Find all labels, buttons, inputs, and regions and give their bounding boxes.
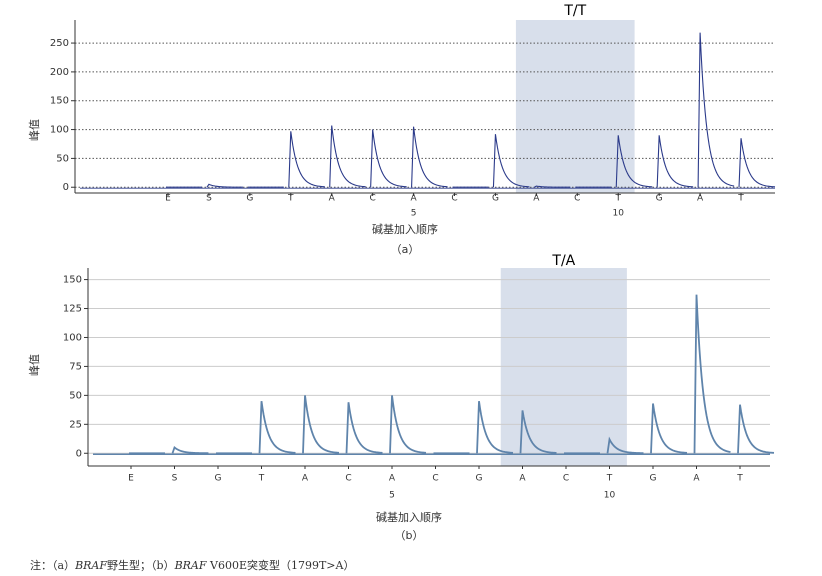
x-tick-label: T xyxy=(737,194,744,204)
x-tick-label: A xyxy=(410,194,417,204)
note-text: 野生型；（b） xyxy=(107,558,175,572)
x-tick-label: C xyxy=(432,474,438,484)
y-tick-label: 75 xyxy=(69,361,82,372)
x-tick-label: A xyxy=(697,194,704,204)
y-tick-label: 25 xyxy=(69,419,82,430)
x-tick-label: S xyxy=(172,474,178,484)
x-tick-label: G xyxy=(656,194,663,204)
peak xyxy=(370,129,407,188)
y-tick-label: 0 xyxy=(63,182,69,193)
peak xyxy=(345,402,383,454)
peak xyxy=(302,395,340,454)
x-tick-label: A xyxy=(302,474,309,484)
peak xyxy=(411,126,448,188)
y-tick-label: 200 xyxy=(50,67,69,78)
x-tick-label: C xyxy=(563,474,569,484)
note-text: BRAF xyxy=(174,559,207,572)
x-tick-label: A xyxy=(519,474,526,484)
peak xyxy=(738,138,776,188)
peak xyxy=(656,135,694,188)
x-tick-label: T xyxy=(736,474,743,484)
x-tick-label: E xyxy=(165,194,171,204)
y-axis-title: 峰值 xyxy=(28,354,41,376)
x-tick-label: A xyxy=(693,474,700,484)
x-tick-label: A xyxy=(329,194,336,204)
x-tick-label: G xyxy=(650,474,657,484)
highlight-label: T/T xyxy=(563,3,586,19)
x-axis-title: 碱基加入顺序 xyxy=(372,222,438,236)
peak xyxy=(258,401,296,454)
note: 注：（a）BRAF野生型；（b）BRAF V600E突变型（1799T>A） xyxy=(30,558,354,572)
x-tick-label: G xyxy=(215,474,222,484)
x-tick-label: G xyxy=(476,474,483,484)
note-text: V600E突变型（1799T>A） xyxy=(207,558,355,572)
x-axis-title: 碱基加入顺序 xyxy=(376,510,442,524)
peak xyxy=(171,445,209,455)
x-tick-label: T xyxy=(287,194,294,204)
x-tick-label: T xyxy=(614,194,621,204)
x-tick-label: T xyxy=(258,474,265,484)
position-label: 10 xyxy=(613,209,625,219)
y-tick-label: 100 xyxy=(50,125,69,136)
position-label: 10 xyxy=(604,491,616,501)
peak xyxy=(519,410,557,454)
y-axis-title: 峰值 xyxy=(28,119,41,141)
x-tick-label: A xyxy=(389,474,396,484)
peak xyxy=(697,32,735,188)
x-tick-label: E xyxy=(128,474,134,484)
y-tick-label: 50 xyxy=(56,153,69,164)
peak xyxy=(288,131,325,188)
position-label: 5 xyxy=(389,491,395,501)
note-text: BRAF xyxy=(74,559,107,572)
peak xyxy=(389,395,427,454)
y-tick-label: 50 xyxy=(69,390,82,401)
x-tick-label: C xyxy=(451,194,457,204)
peak xyxy=(606,436,644,455)
y-tick-label: 100 xyxy=(63,332,82,343)
peak xyxy=(737,404,775,454)
peak xyxy=(693,294,731,454)
x-tick-label: A xyxy=(533,194,540,204)
caption: （a） xyxy=(391,243,420,256)
highlight-region xyxy=(515,20,635,193)
y-tick-label: 150 xyxy=(50,96,69,107)
y-tick-label: 150 xyxy=(63,275,82,286)
x-tick-label: G xyxy=(246,194,253,204)
peak xyxy=(650,403,688,454)
peak xyxy=(534,185,571,188)
peak xyxy=(615,135,653,188)
peak xyxy=(492,134,530,188)
x-tick-label: C xyxy=(370,194,376,204)
x-tick-label: C xyxy=(574,194,580,204)
highlight-region xyxy=(500,268,627,466)
caption: （b） xyxy=(395,529,424,542)
highlight-label: T/A xyxy=(551,253,575,269)
y-tick-label: 250 xyxy=(50,38,69,49)
x-tick-label: T xyxy=(606,474,613,484)
x-tick-label: S xyxy=(206,194,212,204)
y-tick-label: 0 xyxy=(76,448,82,459)
position-label: 5 xyxy=(411,209,417,219)
peak xyxy=(329,125,366,188)
x-tick-label: G xyxy=(492,194,499,204)
x-tick-label: C xyxy=(345,474,351,484)
y-tick-label: 125 xyxy=(63,304,82,315)
note-text: 注：（a） xyxy=(30,558,75,572)
peak xyxy=(206,183,243,188)
peak xyxy=(476,401,514,454)
